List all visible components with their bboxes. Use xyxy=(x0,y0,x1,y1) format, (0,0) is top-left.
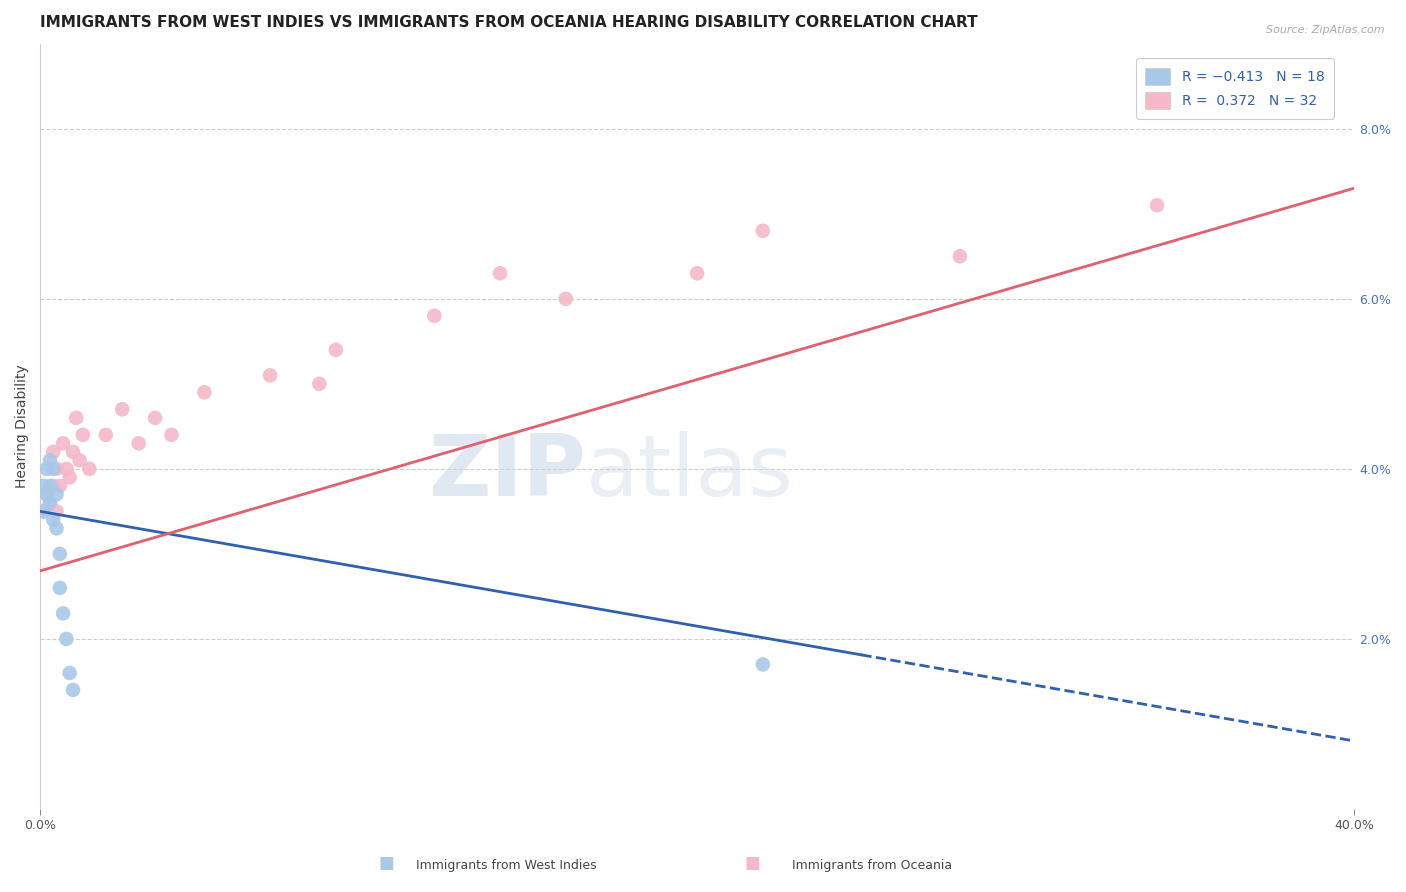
Point xyxy=(72,427,94,442)
Point xyxy=(52,607,75,621)
Point xyxy=(160,427,183,442)
Point xyxy=(42,513,65,527)
Text: IMMIGRANTS FROM WEST INDIES VS IMMIGRANTS FROM OCEANIA HEARING DISABILITY CORREL: IMMIGRANTS FROM WEST INDIES VS IMMIGRANT… xyxy=(41,15,977,30)
Point xyxy=(59,470,82,484)
Point xyxy=(752,224,775,238)
Point xyxy=(32,479,55,493)
Point xyxy=(32,504,55,518)
Point xyxy=(45,462,67,476)
Point xyxy=(42,445,65,459)
Point xyxy=(752,657,775,672)
Point xyxy=(39,479,62,493)
Point xyxy=(62,445,84,459)
Point xyxy=(45,521,67,535)
Point xyxy=(1146,198,1168,212)
Point xyxy=(62,682,84,697)
Point xyxy=(39,496,62,510)
Point xyxy=(32,504,55,518)
Text: ■: ■ xyxy=(378,855,395,872)
Point xyxy=(423,309,446,323)
Point xyxy=(949,249,972,263)
Point xyxy=(49,547,72,561)
Point xyxy=(59,665,82,680)
Text: Immigrants from West Indies: Immigrants from West Indies xyxy=(416,859,596,872)
Point xyxy=(193,385,215,400)
Point xyxy=(39,453,62,467)
Point xyxy=(128,436,150,450)
Point xyxy=(39,496,62,510)
Point xyxy=(259,368,281,383)
Point xyxy=(49,581,72,595)
Point xyxy=(49,479,72,493)
Point xyxy=(42,479,65,493)
Point xyxy=(79,462,101,476)
Point xyxy=(55,632,77,646)
Point xyxy=(42,462,65,476)
Point xyxy=(111,402,134,417)
Point xyxy=(55,462,77,476)
Point xyxy=(45,487,67,501)
Point xyxy=(554,292,576,306)
Point xyxy=(94,427,117,442)
Legend: R = −0.413   N = 18, R =  0.372   N = 32: R = −0.413 N = 18, R = 0.372 N = 32 xyxy=(1136,58,1334,119)
Point xyxy=(45,504,67,518)
Point xyxy=(35,487,58,501)
Text: Immigrants from Oceania: Immigrants from Oceania xyxy=(792,859,952,872)
Point xyxy=(143,410,166,425)
Point xyxy=(69,453,91,467)
Point xyxy=(52,436,75,450)
Text: ZIP: ZIP xyxy=(427,431,585,514)
Y-axis label: Hearing Disability: Hearing Disability xyxy=(15,365,30,488)
Point xyxy=(65,410,87,425)
Point xyxy=(325,343,347,357)
Point xyxy=(686,266,709,280)
Text: Source: ZipAtlas.com: Source: ZipAtlas.com xyxy=(1267,25,1385,35)
Text: ■: ■ xyxy=(744,855,761,872)
Text: atlas: atlas xyxy=(585,431,793,514)
Point xyxy=(308,376,330,391)
Point xyxy=(489,266,512,280)
Point xyxy=(35,462,58,476)
Point xyxy=(35,487,58,501)
